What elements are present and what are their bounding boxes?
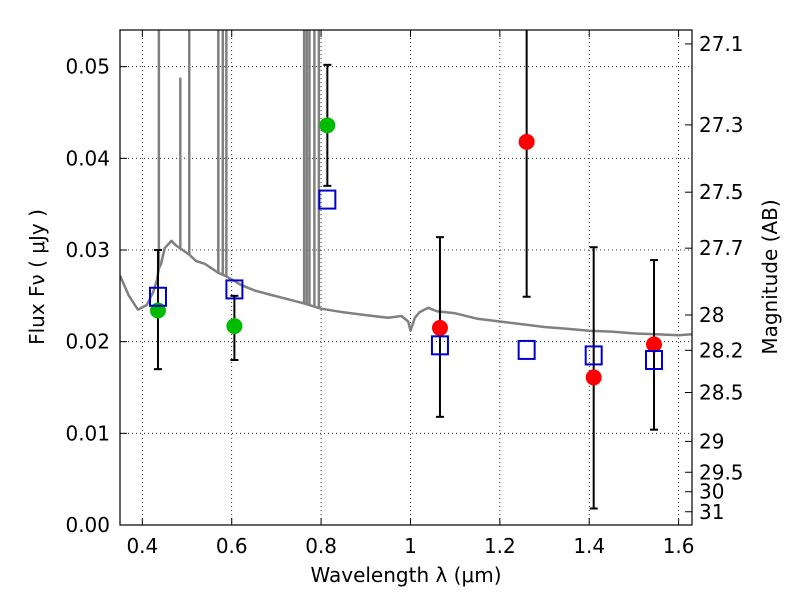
x-tick-label: 1	[404, 534, 417, 558]
y2-tick-label: 31	[699, 500, 724, 524]
data-point-circle	[518, 133, 535, 150]
y-axis-label: Flux Fν ( μJy )	[25, 209, 49, 345]
y2-tick-label: 27.3	[699, 113, 744, 137]
y2-tick-label: 27.7	[699, 236, 744, 260]
x-tick-label: 0.8	[305, 534, 337, 558]
data-point-square	[318, 189, 337, 210]
y-ticks: 0.00 0.01 0.02 0.03 0.04 0.05	[65, 55, 127, 537]
y-tick-label: 0.04	[65, 146, 110, 170]
y-tick-label: 0.03	[65, 238, 110, 262]
data-point-circle	[646, 336, 663, 353]
spectrum-line	[120, 239, 692, 337]
y2-tick-label: 28.5	[699, 381, 744, 405]
data-point-circle	[226, 318, 243, 335]
data-point-square	[148, 286, 167, 307]
y2-axis-label: Magnitude (AB)	[758, 199, 782, 354]
y2-tick-label: 29.5	[699, 460, 744, 484]
x-tick-label: 1.4	[573, 534, 605, 558]
data-point-square	[517, 339, 536, 360]
y2-tick-label: 29	[699, 429, 724, 453]
x-tick-label: 1.6	[663, 534, 695, 558]
y-tick-label: 0.02	[65, 330, 110, 354]
data-point-circle	[431, 319, 448, 336]
y2-tick-label: 28.2	[699, 338, 744, 362]
grid-lines	[120, 30, 692, 526]
x-axis-label: Wavelength λ (μm)	[310, 563, 501, 587]
x-tick-label: 1.2	[484, 534, 516, 558]
y2-tick-label: 27.1	[699, 32, 744, 56]
y2-tick-label: 27.5	[699, 180, 744, 204]
plot-frame	[119, 29, 693, 526]
data-point-square	[584, 345, 603, 366]
x-tick-label: 0.6	[216, 534, 248, 558]
data-point-square	[225, 279, 244, 300]
y-tick-label: 0.01	[65, 421, 110, 445]
error-bars	[153, 30, 659, 510]
x-tick-label: 0.4	[126, 534, 158, 558]
x-ticks: 0.4 0.6 0.8 1 1.2 1.4 1.6	[126, 30, 695, 558]
data-point-circle	[319, 117, 336, 134]
y2-tick-label: 30	[699, 480, 724, 504]
y-tick-label: 0.05	[65, 55, 110, 79]
y2-tick-label: 28	[699, 303, 724, 327]
data-point-square	[430, 335, 449, 356]
y-tick-label: 0.00	[65, 513, 110, 537]
data-point-circle	[585, 369, 602, 386]
markers	[148, 117, 664, 386]
data-point-square	[645, 350, 664, 370]
spectrum-layer	[120, 30, 692, 337]
